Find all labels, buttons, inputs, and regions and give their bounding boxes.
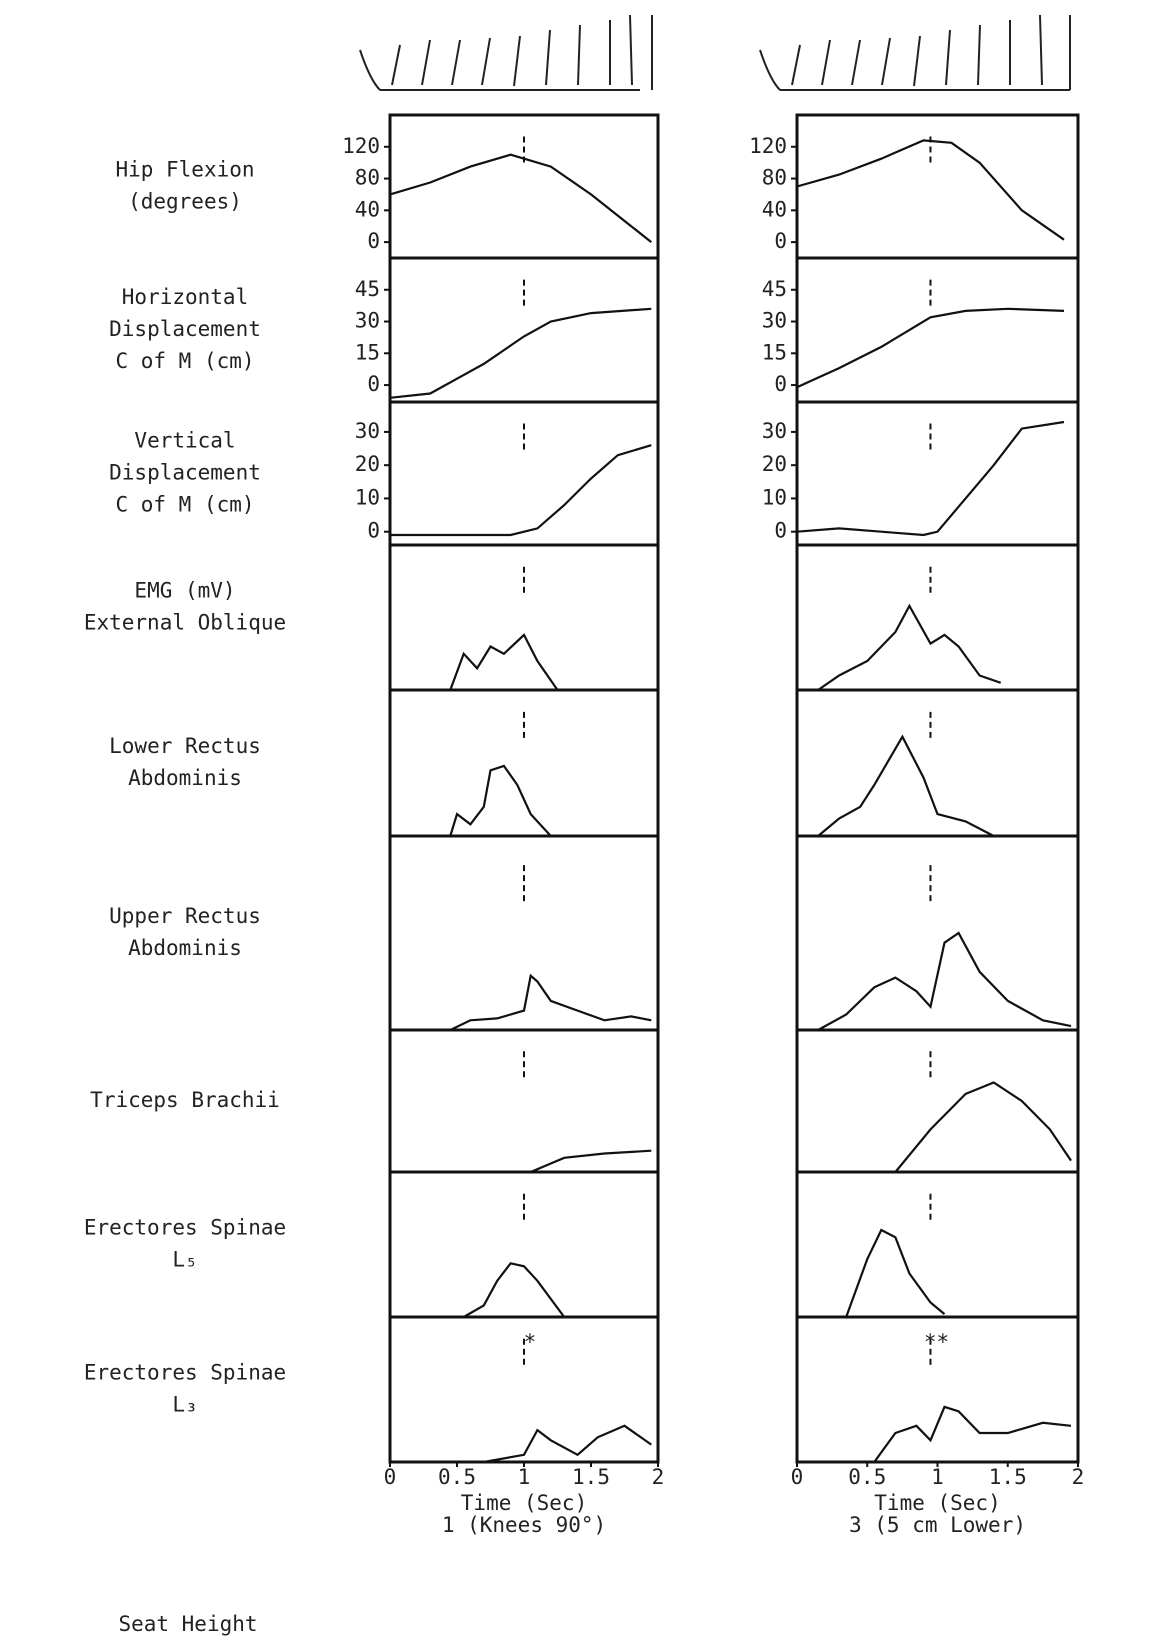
y-tick-label: 0 xyxy=(367,229,380,253)
y-tick-label: 10 xyxy=(762,485,787,509)
y-tick-label: 30 xyxy=(355,309,380,333)
row-label: Abdominis xyxy=(128,936,242,960)
panel-frame xyxy=(795,256,1080,404)
curve xyxy=(530,1149,652,1174)
row-label: Displacement xyxy=(109,461,261,485)
stick-figures xyxy=(359,14,1071,91)
curve xyxy=(449,973,652,1031)
curve xyxy=(796,420,1065,537)
curve xyxy=(449,633,559,691)
row-label: EMG (mV) xyxy=(134,579,235,603)
x-axis-label: Time (Sec) xyxy=(874,1491,1000,1515)
y-tick-label: 40 xyxy=(762,197,787,221)
curve xyxy=(873,1405,1072,1463)
x-tick-label: 2 xyxy=(652,1465,665,1489)
panel-frame xyxy=(795,834,1080,1032)
y-tick-label: 15 xyxy=(355,340,380,364)
y-tick-label: 40 xyxy=(355,197,380,221)
annotation: * xyxy=(524,1330,537,1354)
panel-frame xyxy=(795,400,1080,547)
y-tick-label: 45 xyxy=(355,277,380,301)
y-tick-label: 15 xyxy=(762,340,787,364)
row-label: Horizontal xyxy=(122,285,248,309)
y-tick-label: 20 xyxy=(762,452,787,476)
y-tick-label: 120 xyxy=(342,134,380,158)
row-label: Upper Rectus xyxy=(109,904,261,928)
curve xyxy=(796,307,1065,389)
x-tick-label: 1 xyxy=(518,1465,531,1489)
x-tick-label: 1 xyxy=(931,1465,944,1489)
x-tick-label: 0.5 xyxy=(848,1465,886,1489)
curve xyxy=(817,603,1002,691)
row-label: Vertical xyxy=(134,429,235,453)
curve xyxy=(389,153,652,243)
row-label: External Oblique xyxy=(84,611,286,635)
x-tick-label: 0.5 xyxy=(438,1465,476,1489)
row-label: Erectores Spinae xyxy=(84,1361,286,1385)
row-label: L₅ xyxy=(172,1248,197,1272)
y-tick-label: 80 xyxy=(762,166,787,190)
curve xyxy=(817,931,1072,1031)
curve xyxy=(449,764,552,837)
seat-label: Seat Height xyxy=(118,1612,257,1636)
row-label: Hip Flexion xyxy=(115,158,254,182)
x-axis-label: Time (Sec) xyxy=(461,1491,587,1515)
panel-frame xyxy=(795,1028,1080,1174)
y-tick-label: 30 xyxy=(762,309,787,333)
curve xyxy=(817,734,995,837)
panel-frame xyxy=(795,1170,1080,1319)
row-label: (degrees) xyxy=(128,190,242,214)
row-label: C of M (cm) xyxy=(115,493,254,517)
y-tick-label: 0 xyxy=(774,229,787,253)
curve xyxy=(483,1424,652,1464)
y-tick-label: 30 xyxy=(355,419,380,443)
y-tick-label: 0 xyxy=(774,519,787,543)
x-tick-label: 1.5 xyxy=(989,1465,1027,1489)
curve xyxy=(389,307,652,399)
y-tick-label: 0 xyxy=(774,372,787,396)
row-label: L₃ xyxy=(172,1393,197,1417)
x-tick-label: 0 xyxy=(791,1465,804,1489)
y-tick-label: 0 xyxy=(367,519,380,543)
row-label: Abdominis xyxy=(128,766,242,790)
y-tick-label: 120 xyxy=(749,134,787,158)
seat-caption: 1 (Knees 90°) xyxy=(442,1513,606,1537)
x-tick-label: 0 xyxy=(384,1465,397,1489)
row-label: Triceps Brachii xyxy=(90,1088,280,1112)
panel-frame xyxy=(795,113,1080,260)
y-tick-label: 80 xyxy=(355,166,380,190)
row-label: C of M (cm) xyxy=(115,349,254,373)
curve xyxy=(796,139,1065,241)
y-tick-label: 30 xyxy=(762,419,787,443)
x-tick-label: 1.5 xyxy=(572,1465,610,1489)
y-tick-label: 45 xyxy=(762,277,787,301)
row-label: Erectores Spinae xyxy=(84,1216,286,1240)
curve xyxy=(845,1228,946,1318)
annotation: ** xyxy=(924,1330,949,1354)
x-tick-label: 2 xyxy=(1072,1465,1085,1489)
row-label: Displacement xyxy=(109,317,261,341)
curve xyxy=(894,1081,1072,1173)
y-tick-label: 10 xyxy=(355,485,380,509)
y-tick-label: 0 xyxy=(367,372,380,396)
seat-caption: 3 (5 cm Lower) xyxy=(849,1513,1026,1537)
panel-frame xyxy=(795,543,1080,692)
y-tick-label: 20 xyxy=(355,452,380,476)
curve xyxy=(390,444,652,537)
curve xyxy=(463,1262,566,1318)
row-label: Lower Rectus xyxy=(109,734,261,758)
